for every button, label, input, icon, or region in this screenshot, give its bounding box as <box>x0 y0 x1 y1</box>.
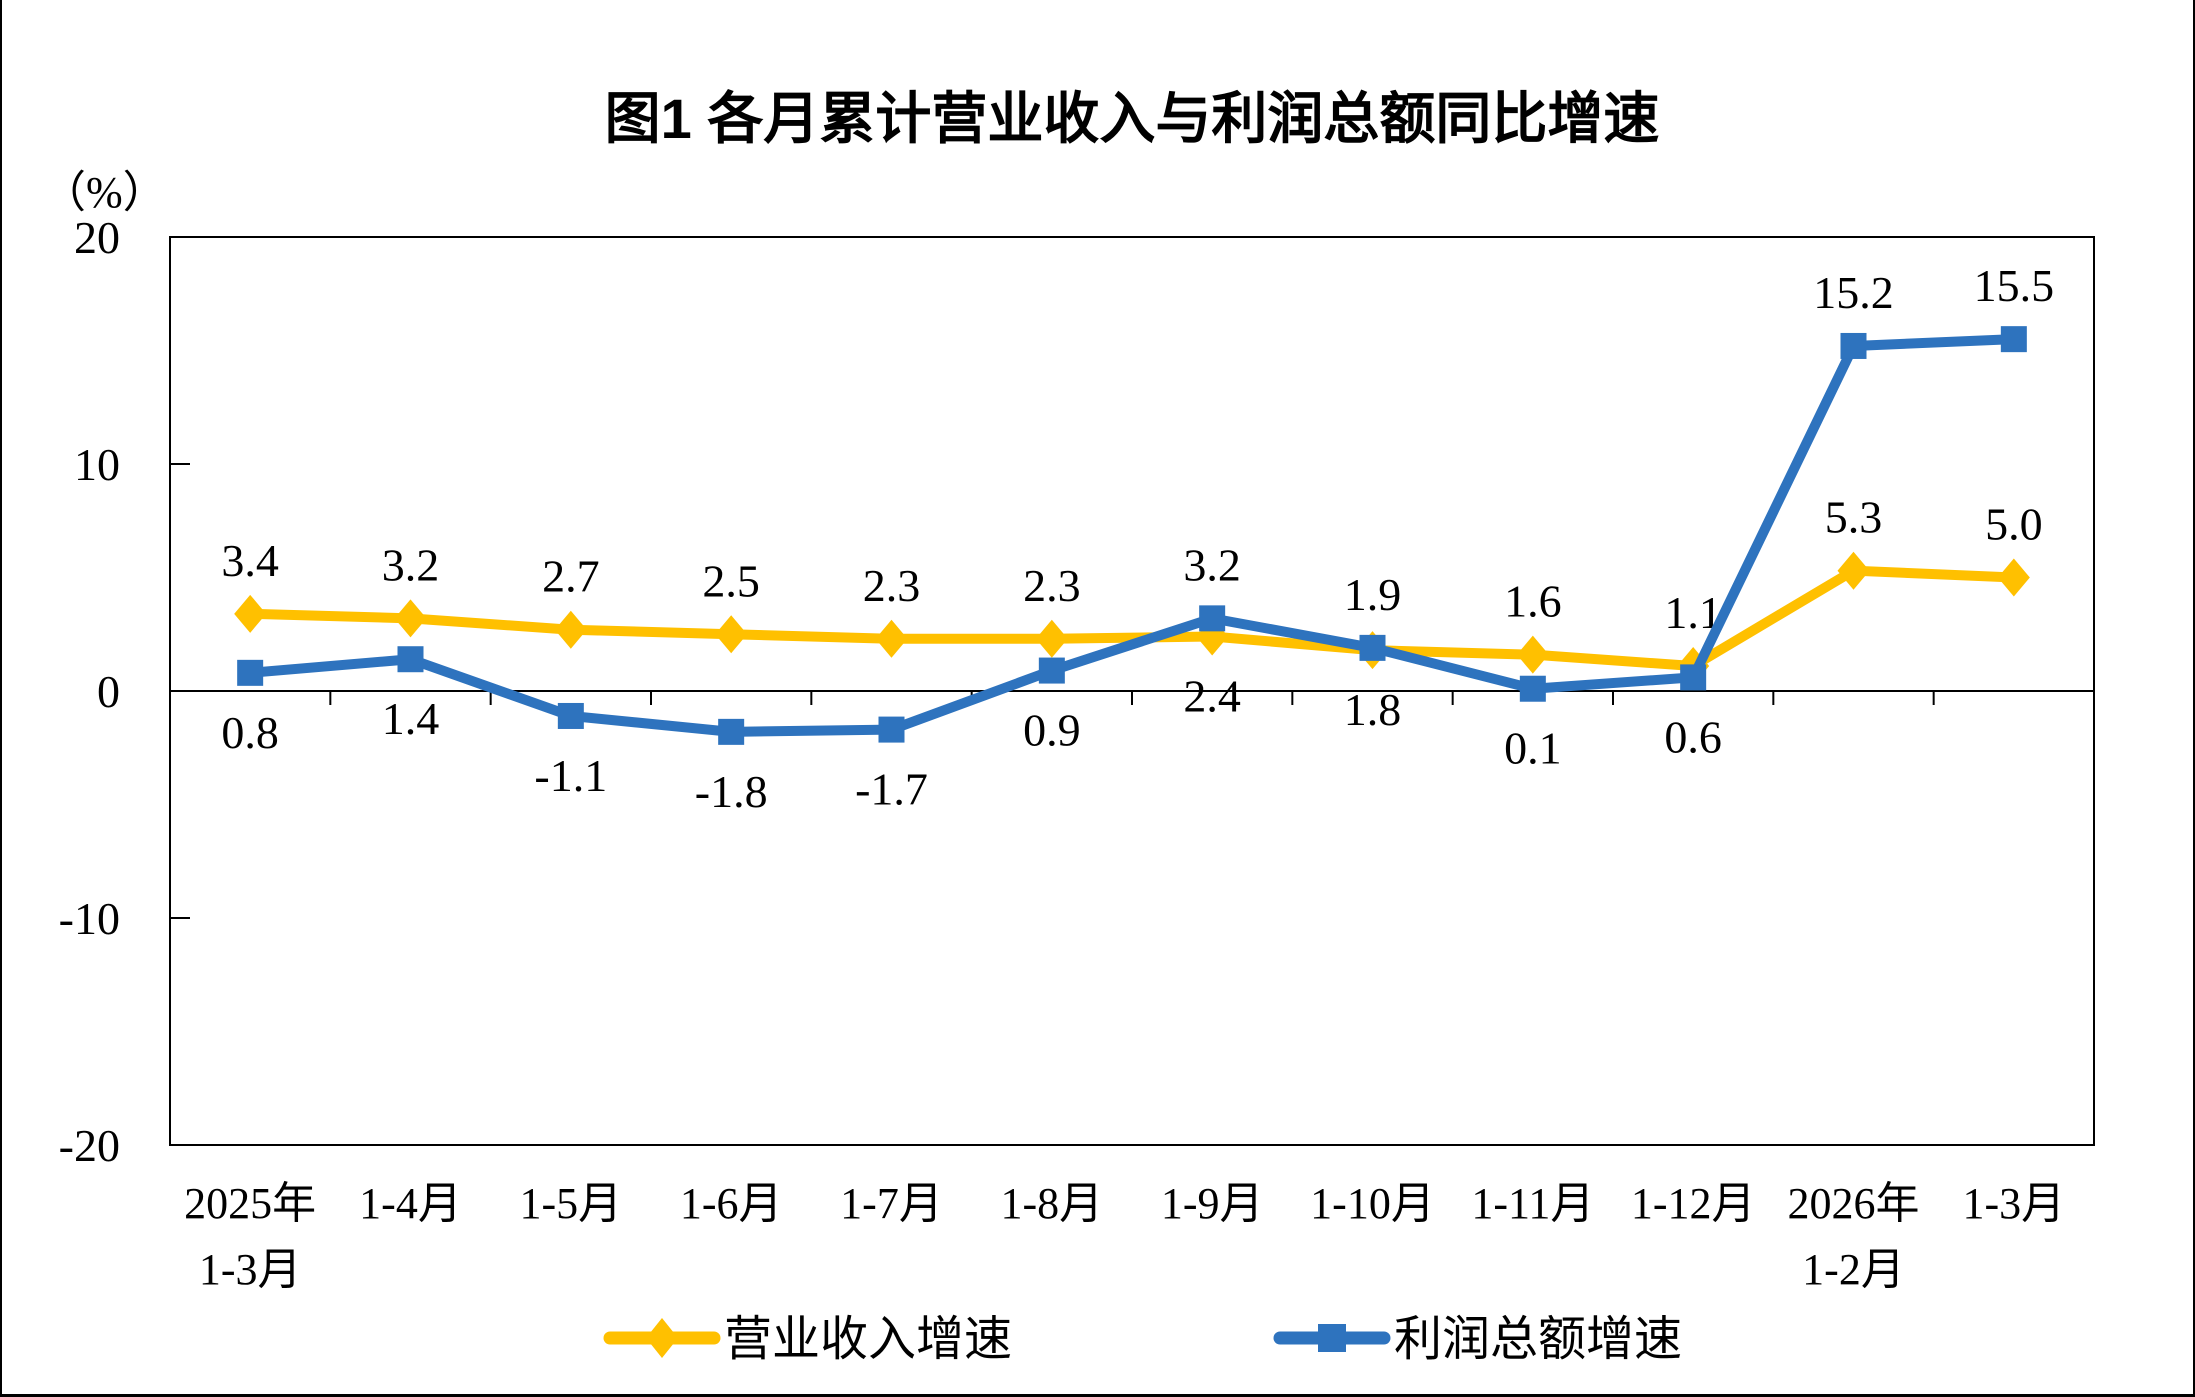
profit-growth-data-label: 0.8 <box>221 707 279 758</box>
revenue-growth-marker-icon <box>1997 558 2030 597</box>
profit-growth-marker-icon <box>1680 664 1707 691</box>
revenue-growth-data-label: 5.3 <box>1825 492 1883 543</box>
profit-growth-line <box>249 334 2015 737</box>
revenue-growth-marker-icon <box>875 619 908 658</box>
x-category-label: 2026年 <box>1788 1179 1920 1228</box>
plot-area: 20 10 0 -10 -20 2025年 1-3月 1-4月 1-5月 1-6月 1-7月 1-8月… <box>59 212 2095 1294</box>
profit-growth-marker-icon <box>237 659 264 686</box>
x-category-label: 1-3月 <box>1963 1179 2066 1228</box>
revenue-growth-data-label: 2.3 <box>1023 560 1081 611</box>
profit-growth-marker-icon <box>1840 332 1867 359</box>
revenue-growth-data-label: 2.5 <box>702 555 760 606</box>
profit-legend-label: 利润总额增速 <box>1394 1313 1682 1366</box>
profit-growth-data-label: -1.7 <box>855 764 928 815</box>
legend-item-revenue: 营业收入增速 <box>603 1313 1012 1366</box>
profit-growth-marker-icon <box>1359 634 1386 661</box>
profit-growth-marker-icon <box>1038 657 1065 684</box>
revenue-growth-data-label: 3.2 <box>382 539 440 590</box>
revenue-legend-label: 营业收入增速 <box>724 1313 1012 1366</box>
profit-growth-data-label: 15.2 <box>1813 267 1894 318</box>
profit-growth-marker-icon <box>1199 605 1226 632</box>
profit-growth-marker-icon <box>557 702 584 729</box>
profit-growth-data-label: 3.2 <box>1183 539 1241 590</box>
profit-growth-data-label: 15.5 <box>1974 260 2055 311</box>
revenue-growth-marker-icon <box>1035 619 1068 658</box>
revenue-growth-data-label: 1.6 <box>1504 576 1562 627</box>
profit-growth-data-label: 0.6 <box>1664 711 1722 762</box>
revenue-growth-data-label: 2.7 <box>542 551 600 602</box>
y-tick-label: 10 <box>74 439 120 490</box>
revenue-growth-data-label: 2.3 <box>863 560 921 611</box>
profit-growth-marker-icon <box>1519 675 1546 702</box>
revenue-growth-marker-icon <box>1837 551 1870 590</box>
profit-growth-data-label: 1.4 <box>382 693 440 744</box>
profit-growth-data-label: 1.9 <box>1344 569 1402 620</box>
revenue-growth-data-label: 3.4 <box>221 535 279 586</box>
profit-growth-data-label: -1.1 <box>534 750 607 801</box>
x-category-label: 1-8月 <box>1001 1179 1104 1228</box>
revenue-growth-marker-icon <box>715 615 748 654</box>
x-category-label: 1-4月 <box>359 1179 462 1228</box>
x-category-label: 1-10月 <box>1310 1179 1435 1228</box>
profit-growth-marker-icon <box>397 646 424 673</box>
revenue-growth-marker-icon <box>234 594 267 633</box>
x-category-label: 1-9月 <box>1161 1179 1264 1228</box>
y-tick-label: 20 <box>74 212 120 263</box>
x-category-label: 1-11月 <box>1471 1179 1594 1228</box>
y-axis-unit-label: （%） <box>42 168 167 217</box>
y-tick-label: -10 <box>59 893 120 944</box>
chart-title: 图1 各月累计营业收入与利润总额同比增速 <box>605 87 1660 150</box>
revenue-growth-data-label: 5.0 <box>1985 499 2043 550</box>
y-tick-label: -20 <box>59 1120 120 1171</box>
profit-growth-data-label: 0.1 <box>1504 723 1562 774</box>
profit-growth-marker-icon <box>2000 326 2027 353</box>
revenue-growth-marker-icon <box>1516 635 1549 674</box>
revenue-diamond-marker-icon <box>646 1318 678 1358</box>
legend-item-profit: 利润总额增速 <box>1273 1313 1682 1366</box>
revenue-growth-marker-icon <box>394 599 427 638</box>
profit-growth-marker-icon <box>878 716 905 743</box>
revenue-growth-data-label: 1.8 <box>1344 684 1402 735</box>
profit-growth-data-label: 0.9 <box>1023 705 1081 756</box>
x-category-label: 2025年 <box>184 1179 316 1228</box>
x-category-label: 1-7月 <box>840 1179 943 1228</box>
x-category-label: 1-6月 <box>680 1179 783 1228</box>
profit-growth-data-label: -1.8 <box>695 766 768 817</box>
revenue-growth-data-label: 2.4 <box>1183 671 1241 722</box>
profit-growth-marker-icon <box>718 718 745 745</box>
x-category-label: 1-12月 <box>1631 1179 1756 1228</box>
revenue-growth-line <box>250 565 2015 672</box>
revenue-growth-marker-icon <box>554 610 587 649</box>
x-category-label-line2: 1-3月 <box>199 1245 302 1294</box>
profit-square-marker-icon <box>1318 1324 1346 1352</box>
x-category-label-line2: 1-2月 <box>1802 1245 1905 1294</box>
legend: 营业收入增速 利润总额增速 <box>603 1313 1682 1366</box>
x-category-label: 1-5月 <box>520 1179 623 1228</box>
y-tick-label: 0 <box>97 666 120 717</box>
